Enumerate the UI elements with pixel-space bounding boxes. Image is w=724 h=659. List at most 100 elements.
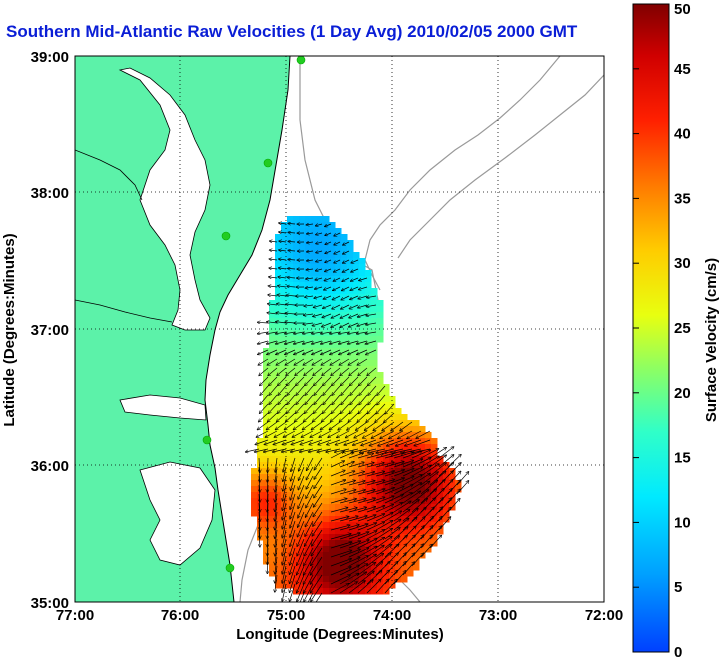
velocity-vector — [305, 403, 314, 413]
velocity-cell — [371, 534, 378, 541]
velocity-cell — [335, 390, 342, 397]
velocity-vector — [357, 453, 373, 459]
velocity-cell — [293, 288, 300, 295]
velocity-cell — [365, 366, 372, 373]
velocity-cell — [341, 420, 348, 427]
velocity-cell — [323, 372, 330, 379]
velocity-cell — [413, 438, 420, 445]
velocity-cell — [329, 324, 336, 331]
velocity-vector — [335, 448, 350, 452]
velocity-cell — [365, 540, 372, 547]
velocity-cell — [413, 420, 420, 427]
velocity-vector — [330, 584, 349, 594]
velocity-cell — [329, 312, 336, 319]
velocity-vector — [384, 519, 401, 531]
velocity-cell — [365, 462, 372, 469]
velocity-cell — [389, 438, 396, 445]
velocity-cell — [365, 570, 372, 577]
velocity-cell — [443, 486, 450, 493]
velocity-cell — [275, 270, 282, 277]
velocity-cell — [287, 498, 294, 505]
velocity-cell — [371, 336, 378, 343]
velocity-cell — [293, 366, 300, 373]
velocity-vector — [334, 241, 341, 245]
velocity-cell — [443, 480, 450, 487]
velocity-cell — [329, 354, 336, 361]
velocity-cell — [317, 252, 324, 259]
velocity-vector — [339, 481, 355, 486]
velocity-cell — [347, 468, 354, 475]
velocity-cell — [287, 264, 294, 271]
velocity-cell — [347, 546, 354, 553]
velocity-cell — [377, 462, 384, 469]
velocity-vector — [429, 480, 445, 495]
velocity-vector — [339, 462, 354, 468]
velocity-cell — [287, 246, 294, 253]
velocity-cell — [287, 492, 294, 499]
velocity-cell — [287, 486, 294, 493]
velocity-cell — [353, 282, 360, 289]
velocity-vector — [311, 583, 323, 601]
velocity-cell — [365, 588, 372, 595]
velocity-vector — [282, 529, 287, 547]
velocity-vector — [259, 412, 269, 422]
velocity-vector — [384, 495, 403, 504]
velocity-vector — [298, 502, 305, 518]
velocity-cell — [287, 456, 294, 463]
velocity-vector — [393, 468, 414, 477]
velocity-cell — [335, 354, 342, 361]
velocity-cell — [269, 318, 276, 325]
velocity-vector — [303, 349, 314, 355]
velocity-cell — [305, 498, 312, 505]
velocity-cell — [323, 492, 330, 499]
velocity-vector — [348, 412, 359, 422]
velocity-vector — [291, 439, 305, 445]
velocity-cell — [395, 414, 402, 421]
velocity-cell — [329, 318, 336, 325]
velocity-cell — [377, 396, 384, 403]
velocity-cell — [281, 264, 288, 271]
velocity-cell — [335, 426, 342, 433]
velocity-cell — [383, 402, 390, 409]
velocity-cell — [329, 360, 336, 367]
velocity-vector — [282, 511, 287, 529]
velocity-cell — [383, 486, 390, 493]
velocity-cell — [425, 534, 432, 541]
velocity-cell — [275, 348, 282, 355]
velocity-cell — [389, 414, 396, 421]
velocity-cell — [323, 570, 330, 577]
velocity-cell — [413, 432, 420, 439]
velocity-cell — [287, 252, 294, 259]
velocity-vector — [339, 412, 350, 422]
velocity-cell — [269, 456, 276, 463]
velocity-cell — [311, 534, 318, 541]
velocity-cell — [275, 390, 282, 397]
velocity-vector — [256, 430, 269, 437]
velocity-cell — [389, 516, 396, 523]
velocity-cell — [371, 516, 378, 523]
velocity-cell — [269, 378, 276, 385]
velocity-cell — [275, 258, 282, 265]
velocity-vector — [339, 533, 360, 540]
velocity-cell — [281, 504, 288, 511]
velocity-cell — [341, 516, 348, 523]
velocity-cell — [383, 498, 390, 505]
velocity-vector — [312, 529, 323, 546]
velocity-cell — [305, 330, 312, 337]
velocity-vector — [338, 421, 350, 430]
velocity-cell — [323, 402, 330, 409]
velocity-vector — [330, 525, 350, 531]
velocity-cell — [449, 480, 456, 487]
velocity-cell — [299, 426, 306, 433]
velocity-vector — [366, 554, 383, 567]
velocity-cell — [401, 486, 408, 493]
velocity-cell — [383, 396, 390, 403]
velocity-cell — [377, 528, 384, 535]
velocity-cell — [305, 240, 312, 247]
velocity-cell — [281, 312, 288, 319]
velocity-vector — [264, 448, 278, 452]
velocity-cell — [305, 450, 312, 457]
velocity-vector — [288, 241, 296, 242]
velocity-cell — [305, 246, 312, 253]
velocity-cell — [299, 300, 306, 307]
